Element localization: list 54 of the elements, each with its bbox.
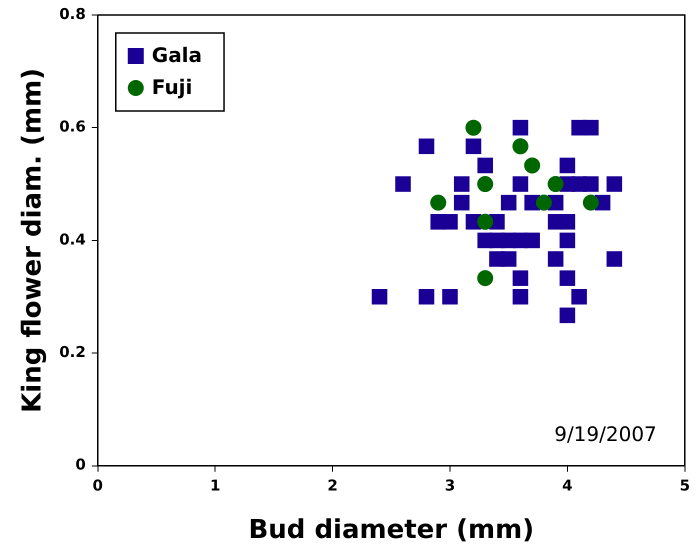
point	[418, 288, 434, 305]
point	[606, 176, 622, 192]
point	[524, 232, 540, 248]
x-tick-label: 1	[210, 476, 220, 495]
point	[512, 138, 528, 154]
point	[500, 251, 516, 267]
point	[477, 270, 494, 286]
point	[548, 251, 564, 267]
point	[582, 194, 599, 211]
point	[560, 308, 576, 324]
point	[583, 176, 599, 192]
y-tick-label: 0.6	[59, 118, 86, 136]
point	[442, 214, 458, 230]
point	[477, 176, 494, 192]
x-tick-label: 5	[680, 476, 690, 495]
point	[560, 270, 576, 286]
point	[477, 158, 493, 174]
y-tick-label: 0.8	[59, 4, 86, 23]
point	[372, 288, 388, 305]
point	[512, 288, 528, 305]
x-axis-title: Bud diameter (mm)	[248, 515, 534, 546]
annotation: 9/19/2007	[554, 422, 657, 446]
point	[512, 270, 528, 286]
point	[466, 138, 482, 154]
point	[524, 157, 540, 174]
point	[606, 251, 622, 267]
point	[442, 288, 458, 305]
legend-label: Fuji	[152, 75, 192, 100]
y-tick-label: 0.2	[59, 342, 86, 361]
y-tick-label: 0	[75, 456, 86, 474]
point	[560, 158, 576, 174]
point	[560, 232, 576, 248]
point	[477, 214, 494, 230]
point	[512, 120, 528, 136]
y-axis-title: King flower diam. (mm)	[17, 68, 48, 413]
point	[395, 176, 411, 192]
x-tick-label: 4	[562, 476, 573, 495]
x-tick-label: 2	[327, 476, 338, 495]
point	[548, 176, 564, 192]
point	[465, 120, 482, 136]
point	[583, 120, 599, 136]
point	[536, 194, 552, 211]
point	[500, 194, 516, 210]
point	[512, 176, 528, 192]
point	[454, 194, 470, 210]
point	[430, 194, 446, 211]
legend-label: Gala	[152, 43, 202, 68]
x-tick-label: 0	[92, 476, 103, 495]
point	[560, 214, 576, 230]
y-tick-label: 0.4	[59, 230, 86, 248]
point	[418, 138, 434, 154]
point	[571, 288, 587, 305]
x-tick-label: 3	[444, 476, 456, 495]
point	[454, 176, 470, 192]
